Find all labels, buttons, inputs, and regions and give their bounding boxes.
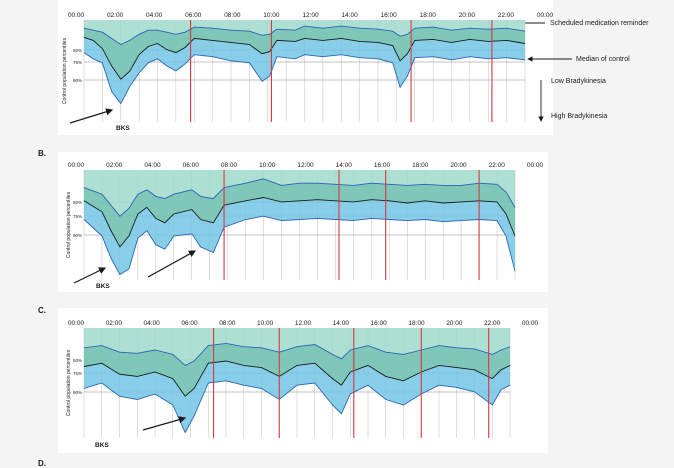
x-tick-label: 16:00 [374, 162, 391, 169]
x-tick-label: 14:00 [333, 320, 350, 327]
y-tick-label: 90% [73, 390, 82, 395]
x-tick-label: 06:00 [185, 12, 202, 19]
x-tick-label: 02:00 [106, 162, 123, 169]
x-tick-label: 22:00 [489, 162, 506, 169]
x-tick-label: 08:00 [219, 320, 236, 327]
x-tick-label: 00:00 [68, 320, 85, 327]
low-area-arrow [73, 267, 107, 284]
x-tick-label: 16:00 [371, 320, 388, 327]
low-area-arrow [142, 416, 187, 431]
y-axis-label: Control population percentiles [66, 191, 72, 258]
x-tick-label: 18:00 [408, 320, 425, 327]
x-tick-label: 08:00 [224, 12, 241, 19]
y-tick-label: 50% [73, 358, 82, 363]
y-tick-label: 50% [73, 200, 82, 205]
x-tick-label: 08:00 [221, 162, 238, 169]
x-tick-label: 10:00 [259, 162, 276, 169]
x-tick-label: 20:00 [459, 12, 476, 19]
series-line-high [83, 342, 511, 366]
y-tick-label: 90% [73, 233, 82, 238]
high-bradykinesia-annotation: High Bradykinesia [551, 113, 608, 120]
inner-percentile-band [84, 343, 510, 397]
x-tick-label: 14:00 [341, 12, 358, 19]
x-tick-label: 06:00 [183, 162, 200, 169]
x-tick-label: 00:00 [68, 12, 85, 19]
x-tick-label: 20:00 [446, 320, 463, 327]
x-axis-label: BKS [95, 442, 109, 449]
y-tick-label: 90% [73, 78, 82, 83]
x-tick-label: 18:00 [420, 12, 437, 19]
series-line-low [83, 215, 516, 276]
x-tick-label: 00:00 [68, 162, 85, 169]
low-area-arrow [147, 250, 197, 278]
y-tick-label: 75% [73, 371, 82, 376]
lower-percentile-band [84, 37, 525, 104]
x-tick-label: 06:00 [181, 320, 198, 327]
low-area-arrow [69, 108, 114, 124]
low-bradykinesia-annotation: Low Bradykinesia [551, 78, 606, 85]
x-tick-label: 00:00 [537, 12, 554, 19]
series-line-high [83, 25, 526, 46]
x-tick-label: 12:00 [297, 162, 314, 169]
reminder-annotation: Scheduled medication reminder [550, 20, 649, 27]
median-annotation: Median of control [576, 56, 630, 63]
y-tick-label: 50% [73, 48, 82, 53]
series-line-median [83, 36, 526, 80]
inner-percentile-band [84, 26, 525, 80]
y-axis-label: Control population percentiles [62, 37, 68, 104]
x-axis-label: BKS [116, 125, 130, 132]
x-tick-label: 12:00 [302, 12, 319, 19]
x-tick-label: 18:00 [412, 162, 429, 169]
y-tick-label: 75% [73, 60, 82, 65]
x-tick-label: 22:00 [498, 12, 515, 19]
x-tick-label: 20:00 [450, 162, 467, 169]
x-tick-label: 04:00 [146, 12, 163, 19]
x-tick-label: 04:00 [144, 320, 161, 327]
x-tick-label: 16:00 [381, 12, 398, 19]
series-line-low [83, 52, 526, 105]
y-axis-label: Control population percentiles [66, 349, 72, 416]
lower-percentile-band [84, 197, 515, 275]
x-tick-label: 10:00 [257, 320, 274, 327]
x-tick-label: 00:00 [522, 320, 539, 327]
x-tick-label: 00:00 [527, 162, 544, 169]
x-tick-label: 04:00 [144, 162, 161, 169]
series-line-median [83, 360, 511, 397]
y-tick-label: 75% [73, 214, 82, 219]
series-line-high [83, 178, 516, 217]
panel-letter-c: C. [38, 306, 46, 315]
panel-letter-d: D. [38, 459, 46, 468]
series-line-low [83, 380, 511, 434]
x-tick-label: 12:00 [295, 320, 312, 327]
x-tick-label: 14:00 [336, 162, 353, 169]
lower-percentile-band [84, 361, 510, 433]
x-tick-label: 22:00 [484, 320, 501, 327]
x-tick-label: 02:00 [106, 320, 123, 327]
panel-letter-b: B. [38, 149, 46, 158]
series-line-median [83, 197, 516, 248]
inner-percentile-band [84, 178, 515, 247]
x-tick-label: 02:00 [107, 12, 124, 19]
x-axis-label: BKS [96, 283, 110, 290]
x-tick-label: 10:00 [263, 12, 280, 19]
